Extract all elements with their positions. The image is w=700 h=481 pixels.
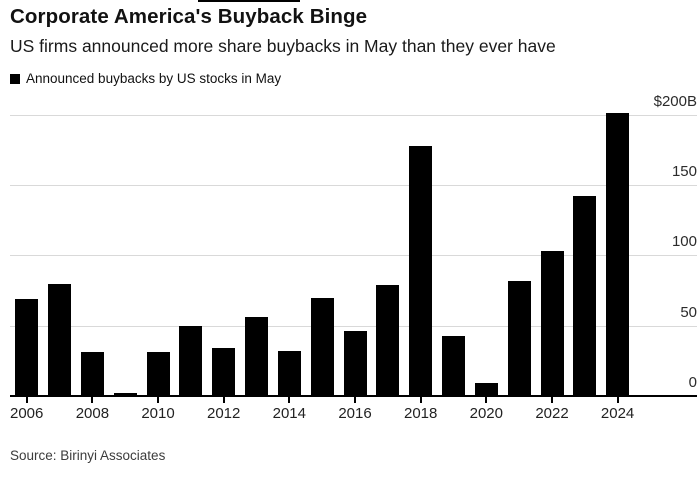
x-axis-label-2016: 2016	[338, 405, 372, 422]
bar-2015	[310, 297, 334, 396]
y-axis-label-200: $200B	[653, 93, 697, 110]
x-axis-label-2010: 2010	[141, 405, 175, 422]
bar-2006	[15, 299, 39, 396]
x-axis-tick-2016	[354, 397, 356, 403]
bar-2016	[343, 331, 367, 396]
chart-title: Corporate America's Buyback Binge	[10, 5, 368, 28]
bar-2007	[48, 283, 71, 396]
gridline-100	[10, 255, 697, 256]
bar-2022	[540, 251, 564, 396]
x-axis-label-2018: 2018	[404, 405, 438, 422]
bar-2024	[606, 113, 630, 396]
x-axis-label-2022: 2022	[535, 405, 569, 422]
bar-2021	[507, 280, 531, 396]
bar-2018	[409, 145, 433, 396]
x-axis-label-2024: 2024	[600, 405, 635, 422]
gridline-50	[10, 326, 697, 327]
bar-2019	[442, 335, 465, 396]
x-axis-tick-2024	[616, 397, 619, 403]
x-axis-label-2020: 2020	[469, 405, 503, 422]
bar-2009	[113, 393, 137, 396]
x-axis-tick-2012	[222, 397, 225, 403]
x-axis-tick-2022	[551, 397, 553, 403]
x-axis-line	[10, 395, 697, 397]
legend-swatch-icon	[10, 73, 20, 84]
x-axis-tick-2008	[91, 397, 94, 403]
bar-2020	[474, 383, 498, 396]
y-axis-label-100: 100	[671, 233, 697, 250]
chart-subtitle: US firms announced more share buybacks i…	[10, 36, 556, 56]
x-axis-label-2014: 2014	[272, 405, 306, 422]
top-edge-artifact	[198, 0, 300, 2]
bar-2008	[80, 352, 104, 396]
y-axis-label-150: 150	[671, 163, 697, 180]
y-axis-label-0: 0	[688, 374, 697, 391]
bar-2011	[179, 325, 203, 396]
legend: Announced buybacks by US stocks in May	[10, 71, 281, 86]
x-axis-label-2008: 2008	[75, 405, 110, 422]
y-axis-label-50: 50	[680, 304, 697, 321]
bar-2014	[277, 351, 301, 396]
legend-label: Announced buybacks by US stocks in May	[26, 71, 282, 86]
x-axis-tick-2010	[157, 397, 159, 403]
bar-2013	[245, 317, 268, 397]
bar-2012	[212, 348, 236, 396]
bar-2010	[146, 352, 170, 396]
x-axis-tick-2006	[25, 397, 28, 403]
x-axis-label-2012: 2012	[207, 405, 241, 422]
bar-2017	[376, 284, 400, 396]
x-axis-tick-2018	[419, 397, 422, 403]
gridline-150	[10, 185, 697, 186]
x-axis-tick-2020	[485, 397, 488, 403]
gridline-200	[10, 115, 697, 116]
x-axis-label-2006: 2006	[10, 405, 44, 422]
x-axis-tick-2014	[288, 397, 291, 403]
source-credit: Source: Birinyi Associates	[10, 448, 166, 463]
bar-2023	[573, 196, 597, 396]
